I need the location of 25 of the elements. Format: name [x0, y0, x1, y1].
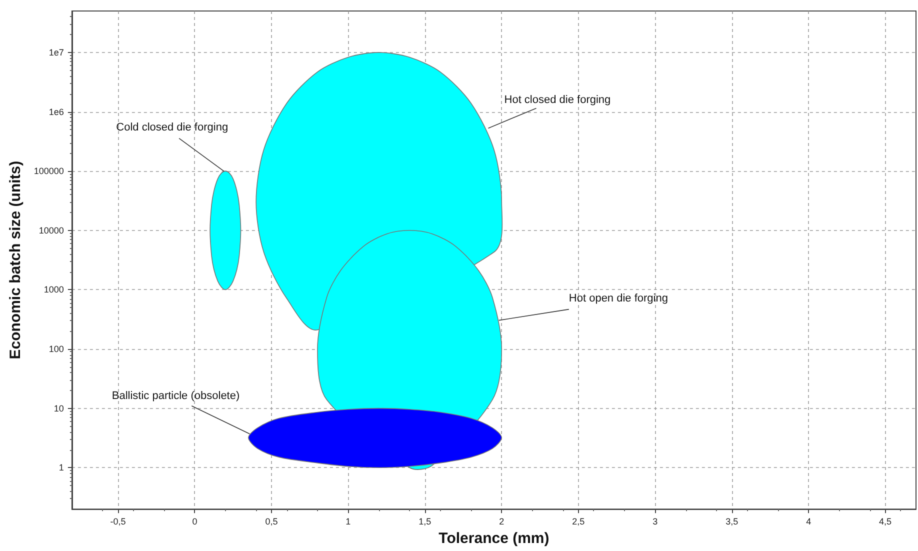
x-axis-title: Tolerance (mm): [438, 530, 550, 547]
x-tick-label: 1,5: [418, 516, 432, 527]
x-tick-label: -0,5: [110, 516, 126, 527]
text: Cold closed die forging: [116, 121, 228, 134]
y-tick-label: 10: [54, 403, 64, 414]
text: Ballistic particle (obsolete): [112, 390, 240, 402]
text: Hot open die forging: [568, 292, 668, 304]
x-tick-label: 3: [652, 516, 658, 527]
text: Hot closed die forging: [504, 94, 611, 106]
x-tick-label: 2: [499, 516, 504, 527]
x-tick-label: 1: [346, 516, 351, 527]
y-tick-label: 1000: [44, 284, 64, 295]
x-tick-label: 0,5: [265, 516, 278, 527]
y-tick-label: 1e7: [48, 47, 64, 58]
y-tick-label: 100000: [34, 166, 64, 176]
y-tick-label: 1: [58, 462, 64, 473]
y-axis-title: Economic batch size (units): [7, 160, 24, 360]
x-tick-label: 4,5: [879, 516, 892, 527]
y-tick-label: 10000: [38, 225, 64, 236]
x-tick-label: 3,5: [726, 516, 738, 527]
x-tick-label: 0: [192, 516, 198, 527]
y-tick-label: 1e6: [48, 106, 64, 117]
y-tick-label: 100: [48, 344, 64, 354]
x-tick-label: 2,5: [572, 516, 585, 527]
x-tick-label: 4: [806, 516, 812, 527]
